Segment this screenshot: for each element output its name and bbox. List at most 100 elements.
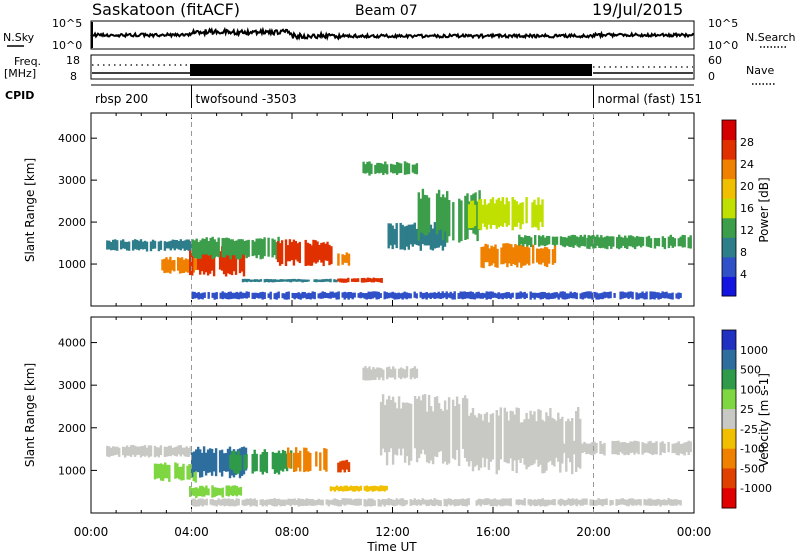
data-cell <box>249 279 253 283</box>
data-cell <box>223 292 226 299</box>
data-cell <box>689 441 692 453</box>
data-patch <box>106 239 192 252</box>
data-cell <box>431 292 434 298</box>
data-cell <box>521 292 524 298</box>
data-cell <box>579 293 582 299</box>
data-cell <box>112 239 115 250</box>
data-cell <box>591 442 594 456</box>
data-cell <box>364 278 368 283</box>
data-cell <box>667 498 670 505</box>
data-cell <box>421 292 424 300</box>
data-cell <box>285 499 288 505</box>
data-cell <box>349 292 352 299</box>
data-cell <box>401 224 404 250</box>
data-cell <box>647 441 650 453</box>
data-cell <box>595 499 598 506</box>
data-cell <box>421 188 425 234</box>
data-cell <box>611 440 614 455</box>
data-cell <box>575 292 578 300</box>
data-cell <box>653 499 656 506</box>
data-cell <box>429 499 432 505</box>
data-cell <box>106 445 109 457</box>
power-panel-border <box>90 112 695 307</box>
data-cell <box>649 440 652 454</box>
data-cell <box>435 223 439 248</box>
data-cell <box>353 292 356 298</box>
data-cell <box>259 454 262 472</box>
data-cell <box>469 200 473 229</box>
data-cell <box>413 396 417 449</box>
data-cell <box>663 238 667 250</box>
data-cell <box>193 451 196 473</box>
data-cell <box>515 201 518 227</box>
data-cell <box>303 292 306 298</box>
data-cell <box>629 498 632 505</box>
data-cell <box>449 291 452 299</box>
data-cell <box>275 499 278 507</box>
data-cell <box>561 499 564 505</box>
nave-label: Nave <box>746 64 774 77</box>
data-cell <box>206 249 210 276</box>
data-patch <box>379 394 469 466</box>
data-cell <box>619 498 622 505</box>
data-cell <box>155 447 159 457</box>
data-cell <box>365 293 368 300</box>
data-cell <box>601 292 604 300</box>
data-cell <box>383 485 386 492</box>
data-cell <box>479 498 482 507</box>
data-cell <box>469 412 473 462</box>
data-cell <box>202 446 206 472</box>
data-cell <box>565 293 568 300</box>
data-cell <box>392 164 395 174</box>
data-cell <box>208 244 212 274</box>
data-cell <box>182 259 186 273</box>
data-cell <box>547 236 551 245</box>
data-cell <box>581 498 584 506</box>
data-cell <box>567 418 570 458</box>
data-cell <box>399 367 403 380</box>
data-cell <box>457 404 461 466</box>
data-cell <box>577 499 580 505</box>
y-tick-label: 3000 <box>58 174 86 187</box>
data-cell <box>333 498 336 506</box>
data-cell <box>451 293 454 300</box>
data-cell <box>345 278 348 283</box>
data-cell <box>525 412 528 470</box>
data-cell <box>376 278 379 282</box>
data-cell <box>557 499 560 505</box>
data-cell <box>161 464 165 481</box>
data-cell <box>458 198 461 243</box>
data-cell <box>237 487 241 495</box>
data-cell <box>555 236 559 245</box>
data-cell <box>532 244 535 264</box>
data-cell <box>547 292 550 300</box>
data-cell <box>341 460 344 470</box>
data-cell <box>618 234 621 250</box>
data-cell <box>421 226 424 245</box>
velocity-colorbar: 1000 500 100 25 -25 -100 -500 -1000 <box>721 329 772 509</box>
data-cell <box>155 463 159 479</box>
data-cell <box>595 443 598 453</box>
data-cell <box>395 408 399 456</box>
data-cell <box>233 292 236 299</box>
data-cell <box>205 485 208 496</box>
data-cell <box>329 486 333 492</box>
data-cell <box>485 498 488 505</box>
data-cell <box>526 244 529 264</box>
colorbar-swatch <box>722 139 736 160</box>
data-cell <box>559 236 563 246</box>
data-cell <box>124 447 127 458</box>
data-cell <box>520 244 523 268</box>
data-cell <box>500 247 503 265</box>
data-cell <box>165 257 168 273</box>
data-cell <box>201 238 204 255</box>
data-cell <box>255 499 258 507</box>
data-cell <box>479 414 483 468</box>
data-cell <box>405 366 409 378</box>
data-cell <box>419 226 422 251</box>
data-cell <box>533 199 536 227</box>
data-cell <box>539 236 543 246</box>
data-cell <box>435 396 439 458</box>
colorbar-tick-label: -1000 <box>740 482 772 495</box>
data-cell <box>180 257 184 274</box>
